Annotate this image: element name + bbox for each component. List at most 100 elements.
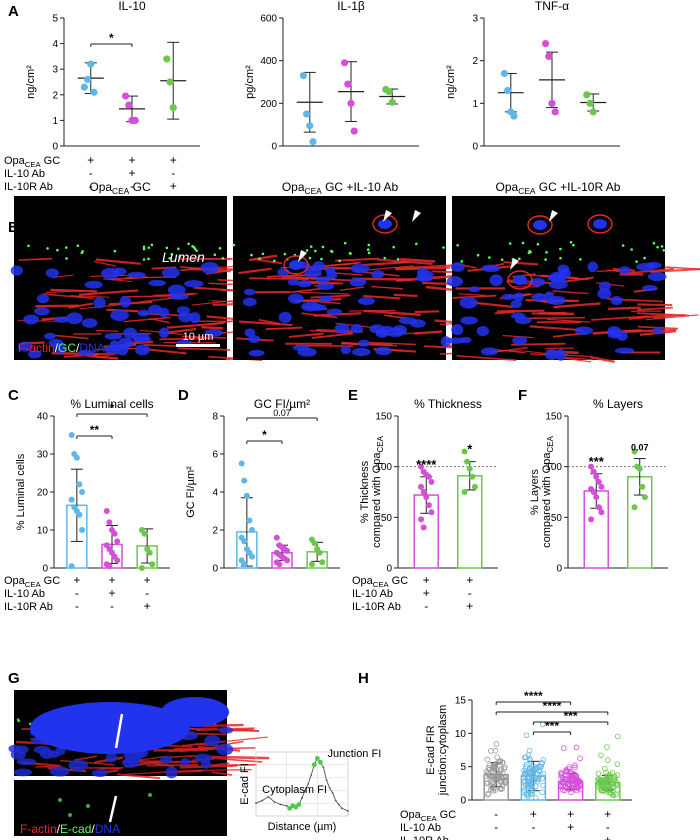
f-actin-fibre: [561, 276, 595, 283]
arrowhead-icon: [549, 210, 558, 222]
data-point: [79, 489, 86, 495]
gc-dot: [308, 256, 312, 260]
y-axis-label-2: compared with OpaCEA: [371, 435, 385, 548]
arrowhead-icon: [412, 210, 421, 222]
bracket-label: ***: [545, 719, 559, 733]
f-actin-fibre: [361, 260, 409, 267]
f-actin-fibre: [371, 285, 403, 290]
gc-dot: [662, 248, 666, 252]
row-label-il10r: IL-10R Ab: [352, 601, 401, 613]
gc-dot: [544, 258, 547, 261]
gc-dot: [193, 247, 197, 251]
chart-D: 0 2 4 6 8 GC FI/µm² GC FI/µm² * 0.07: [185, 397, 340, 575]
f-actin-fibre: [492, 348, 526, 354]
nucleus: [316, 282, 335, 290]
data-point: [533, 767, 540, 773]
nucleus: [358, 339, 370, 347]
nucleus: [179, 758, 191, 766]
gc-dot: [488, 256, 491, 259]
nucleus: [555, 348, 567, 361]
data-point: [569, 781, 575, 788]
f-actin-fibre: [238, 267, 272, 275]
f-actin-fibre: [238, 320, 293, 327]
data-point: [573, 744, 580, 751]
f-actin-fibre: [637, 303, 673, 307]
row-label-il10: IL-10 Ab: [4, 588, 45, 600]
f-actin-fibre: [69, 295, 110, 298]
nucleus: [104, 332, 123, 340]
row-sign: +: [73, 573, 80, 587]
data-point: [540, 782, 546, 789]
row-sign: +: [530, 807, 537, 821]
f-actin-fibre: [503, 261, 539, 266]
y-tick-label: 0: [52, 142, 58, 153]
f-actin-fibre: [201, 325, 224, 330]
data-point: [90, 88, 98, 96]
nucleus: [167, 284, 186, 296]
profile-point: [337, 803, 340, 806]
data-point: [464, 458, 471, 465]
nucleus: [169, 293, 189, 300]
data-point: [602, 765, 608, 772]
f-actin-fibre: [60, 759, 115, 766]
row-label-il10r: IL-10R Ab: [400, 835, 449, 840]
nucleus: [93, 297, 106, 309]
nucleus: [119, 295, 132, 308]
gc-dot: [338, 259, 342, 263]
e-cad-dot: [86, 804, 90, 808]
chart-title: % Luminal cells: [70, 397, 153, 411]
data-point: [83, 75, 92, 84]
f-actin-fibre: [563, 357, 592, 363]
data-point: [149, 561, 156, 568]
bracket-label: 0.07: [273, 408, 291, 418]
f-actin-fibre: [249, 254, 278, 262]
chart-A1: 0 1 2 3 4 5 IL-10 ng/cm² *: [25, 0, 200, 153]
data-point: [503, 86, 512, 95]
f-actin-fibre: [177, 347, 231, 351]
gc-dot: [221, 256, 225, 260]
f-actin-fibre: [425, 285, 453, 291]
luminal-cell: [587, 214, 613, 234]
gc-dot: [396, 257, 400, 261]
data-point: [486, 762, 493, 768]
nucleus: [510, 299, 522, 309]
row-sign: -: [531, 833, 535, 840]
data-point: [572, 764, 578, 771]
bracket-label: *: [109, 31, 114, 45]
data-point: [614, 733, 621, 740]
data-point: [636, 465, 643, 472]
nucleus: [204, 735, 221, 747]
f-actin-fibre: [159, 337, 212, 341]
row-sign: +: [108, 586, 115, 600]
data-point: [76, 481, 83, 488]
f-actin-fibre: [496, 309, 545, 313]
data-point: [609, 791, 616, 798]
f-actin-fibre: [203, 723, 244, 728]
line-profile-marker: [108, 795, 118, 823]
data-point: [604, 744, 610, 750]
nucleus: [48, 338, 64, 347]
nucleus: [122, 327, 138, 339]
f-actin-fibre: [400, 257, 436, 263]
data-point: [521, 767, 527, 774]
data-point: [166, 78, 174, 86]
luminal-cell: [507, 270, 533, 290]
row-sign: -: [494, 833, 498, 840]
profile-point: [301, 797, 303, 799]
data-point: [122, 92, 130, 100]
profile-point: [267, 795, 270, 798]
nucleus: [297, 280, 312, 288]
data-point: [641, 494, 648, 501]
f-actin-fibre: [653, 313, 685, 320]
gc-dot: [476, 253, 480, 257]
nucleus: [110, 309, 130, 322]
f-actin-fibre: [452, 294, 497, 299]
y-tick-label: 0: [556, 564, 562, 575]
luminal-nucleus: [513, 275, 527, 285]
data-point: [493, 775, 499, 781]
chart-A2: 0 200 400 600 IL-1β pg/cm²: [244, 0, 419, 153]
y-tick-label: 0: [460, 796, 466, 807]
data-point: [605, 778, 612, 785]
y-tick-label: 0: [42, 564, 48, 575]
profile-point: [331, 792, 334, 794]
